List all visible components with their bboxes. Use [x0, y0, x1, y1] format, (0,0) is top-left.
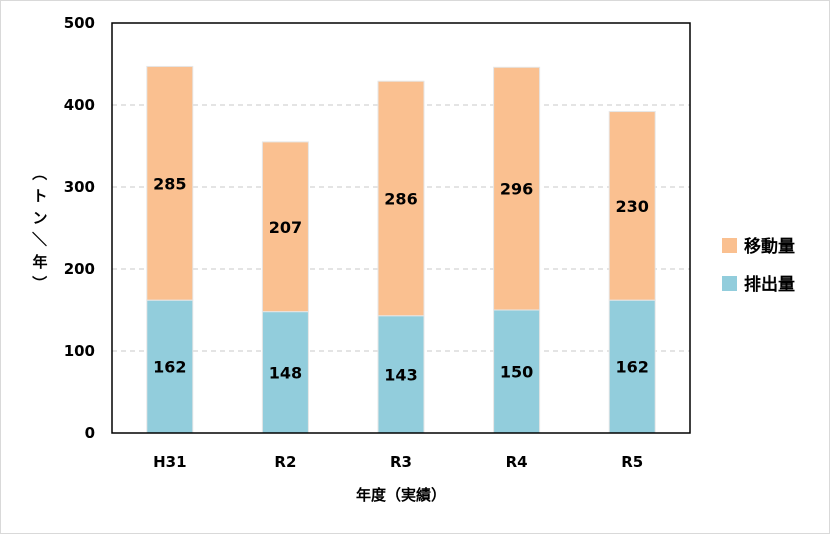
- legend-swatch: [722, 276, 737, 291]
- data-label: 296: [500, 180, 533, 199]
- legend-swatch: [722, 238, 737, 253]
- x-axis-title: 年度（実績）: [356, 486, 446, 504]
- y-tick-labels: 0 100 200 300 400 500: [64, 14, 95, 442]
- y-axis-title-char: ン: [32, 209, 47, 227]
- data-label: 286: [384, 189, 417, 208]
- y-axis-title-char: ）: [30, 275, 48, 290]
- data-label: 150: [500, 363, 533, 382]
- bar-segment: [608, 111, 656, 301]
- y-tick-label: 0: [85, 424, 95, 442]
- y-axis-title: （ トン ／ 年 ）: [30, 165, 48, 290]
- x-tick-label: H31: [153, 453, 186, 471]
- data-label: 207: [269, 218, 302, 237]
- y-axis-title-char: （: [30, 165, 48, 180]
- y-tick-label: 500: [64, 14, 95, 32]
- x-tick-label: R4: [506, 453, 528, 471]
- data-label: 148: [269, 363, 302, 382]
- data-labels: 162 285 148 207 143 286 150 296 162 230: [153, 174, 649, 384]
- y-axis-title-char: ／: [30, 231, 48, 246]
- legend-label: 移動量: [744, 236, 795, 257]
- legend-label: 排出量: [744, 274, 795, 295]
- data-label: 162: [153, 358, 186, 377]
- data-label: 162: [615, 358, 648, 377]
- x-tick-label: R2: [274, 453, 296, 471]
- bars: [146, 65, 656, 434]
- y-axis-title-char: 年: [32, 253, 47, 271]
- bar-segment: [493, 309, 541, 434]
- x-tick-label: R3: [390, 453, 412, 471]
- bar-segment: [261, 141, 309, 313]
- bar-segment: [377, 80, 425, 317]
- y-tick-label: 300: [64, 178, 95, 196]
- x-tick-labels: H31 R2 R3 R4 R5: [153, 453, 643, 471]
- bar-segment: [261, 311, 309, 434]
- data-label: 285: [153, 174, 186, 193]
- bar-segment: [146, 65, 194, 301]
- data-label: 230: [615, 197, 648, 216]
- y-axis-title-char: ト: [32, 187, 47, 205]
- y-tick-label: 400: [64, 96, 95, 114]
- y-tick-label: 100: [64, 342, 95, 360]
- bar-segment: [377, 315, 425, 434]
- plot-area-border: [111, 22, 691, 434]
- x-tick-label: R5: [621, 453, 643, 471]
- y-tick-label: 200: [64, 260, 95, 278]
- bar-segment: [493, 66, 541, 311]
- data-label: 143: [384, 365, 417, 384]
